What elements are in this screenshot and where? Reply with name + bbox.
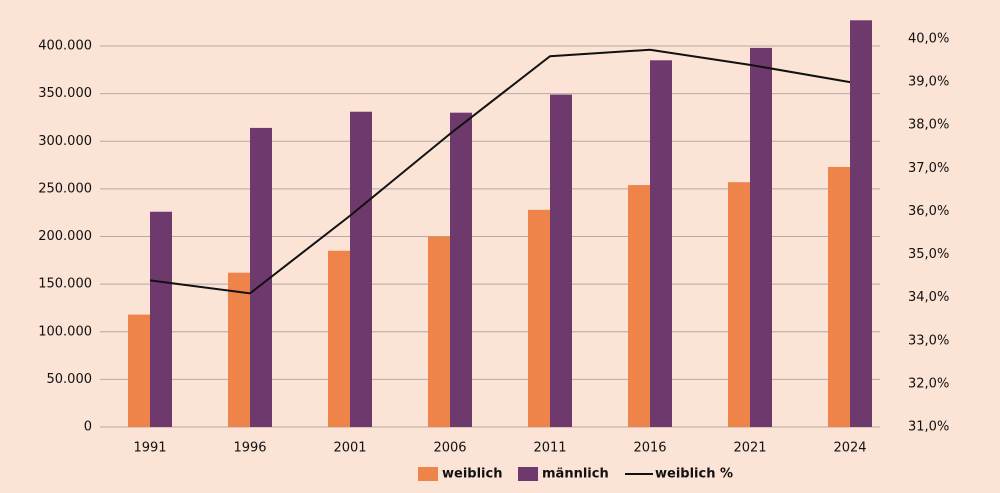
bar	[528, 209, 550, 427]
y2-tick-label: 33,0%	[908, 333, 949, 348]
y-tick-label: 400.000	[38, 39, 92, 54]
x-tick-label: 1991	[133, 441, 166, 456]
y2-tick-label: 32,0%	[908, 376, 949, 391]
y-tick-label: 200.000	[38, 229, 92, 244]
y2-tick-label: 35,0%	[908, 247, 949, 262]
y-tick-label: 100.000	[38, 324, 92, 339]
y2-tick-label: 36,0%	[908, 204, 949, 219]
bar	[728, 182, 750, 427]
legend-label: männlich	[542, 467, 609, 482]
bar	[228, 272, 250, 427]
x-tick-label: 2024	[833, 441, 866, 456]
line	[149, 48, 851, 295]
legend-label: weiblich	[442, 467, 502, 482]
y2-tick-label: 40,0%	[908, 32, 949, 47]
bar	[750, 47, 772, 427]
bar	[328, 250, 350, 427]
x-tick-label: 2001	[333, 441, 366, 456]
y2-tick-label: 39,0%	[908, 75, 949, 90]
legend-swatch	[518, 467, 538, 481]
y2-tick-label: 37,0%	[908, 161, 949, 176]
y2-tick-label: 34,0%	[908, 290, 949, 305]
bar	[450, 112, 472, 428]
x-tick-label: 2016	[633, 441, 666, 456]
x-tick-label: 2006	[433, 441, 466, 456]
bar	[350, 111, 372, 427]
bar	[550, 94, 572, 427]
legend-label: weiblich %	[655, 467, 733, 482]
x-tick-label: 1996	[233, 441, 266, 456]
y-tick-label: 350.000	[38, 86, 92, 101]
bar	[628, 185, 650, 427]
y2-tick-label: 31,0%	[908, 420, 949, 435]
y2-tick-label: 38,0%	[908, 118, 949, 133]
legend-swatch	[418, 467, 438, 481]
x-tick-label: 2021	[733, 441, 766, 456]
bar	[828, 166, 850, 427]
bar	[128, 314, 150, 427]
y-tick-label: 250.000	[38, 181, 92, 196]
y-tick-label: 300.000	[38, 134, 92, 149]
y-tick-label: 50.000	[47, 372, 93, 387]
bar	[428, 236, 450, 427]
y-tick-label: 150.000	[38, 277, 92, 292]
bar	[650, 60, 672, 427]
x-tick-label: 2011	[533, 441, 566, 456]
y-tick-label: 0	[84, 420, 92, 435]
bar	[150, 211, 172, 427]
bar	[850, 20, 872, 427]
bar	[250, 127, 272, 427]
